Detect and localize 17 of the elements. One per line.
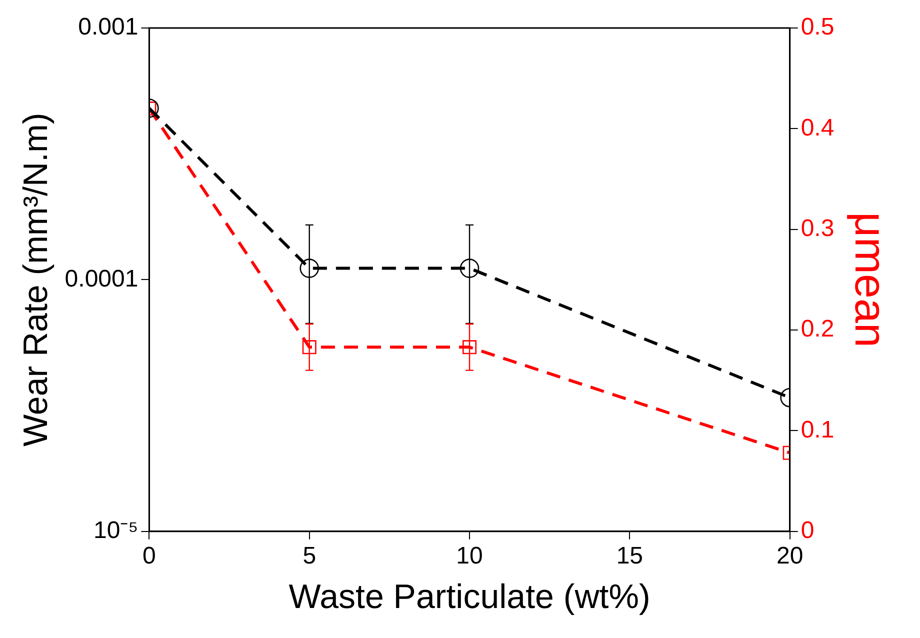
y2-tick-label: 0 xyxy=(800,517,814,544)
y2-tick-label: 0.5 xyxy=(800,14,834,41)
y2-tick-label: 0.4 xyxy=(800,114,834,142)
y-tick-label: 0.0001 xyxy=(64,265,138,292)
y2-tick-label: 0.3 xyxy=(800,214,834,242)
y2-tick-label: 0.2 xyxy=(800,316,834,343)
y-axis-title: Wear Rate (mm³/N.m) xyxy=(16,112,55,447)
y-tick-label: 0.001 xyxy=(78,14,138,41)
y2-tick-label: 0.1 xyxy=(800,416,834,444)
x-tick-label: 15 xyxy=(616,542,644,570)
x-axis-title: Waste Particulate (wt%) xyxy=(288,578,650,616)
y2-axis-title: μmean xyxy=(845,212,894,348)
x-tick-label: 5 xyxy=(302,542,316,570)
x-tick-label: 20 xyxy=(776,542,804,570)
y-tick-label: 10⁻⁵ xyxy=(94,517,138,544)
x-tick-label: 0 xyxy=(142,542,156,570)
x-tick-label: 10 xyxy=(456,542,483,570)
